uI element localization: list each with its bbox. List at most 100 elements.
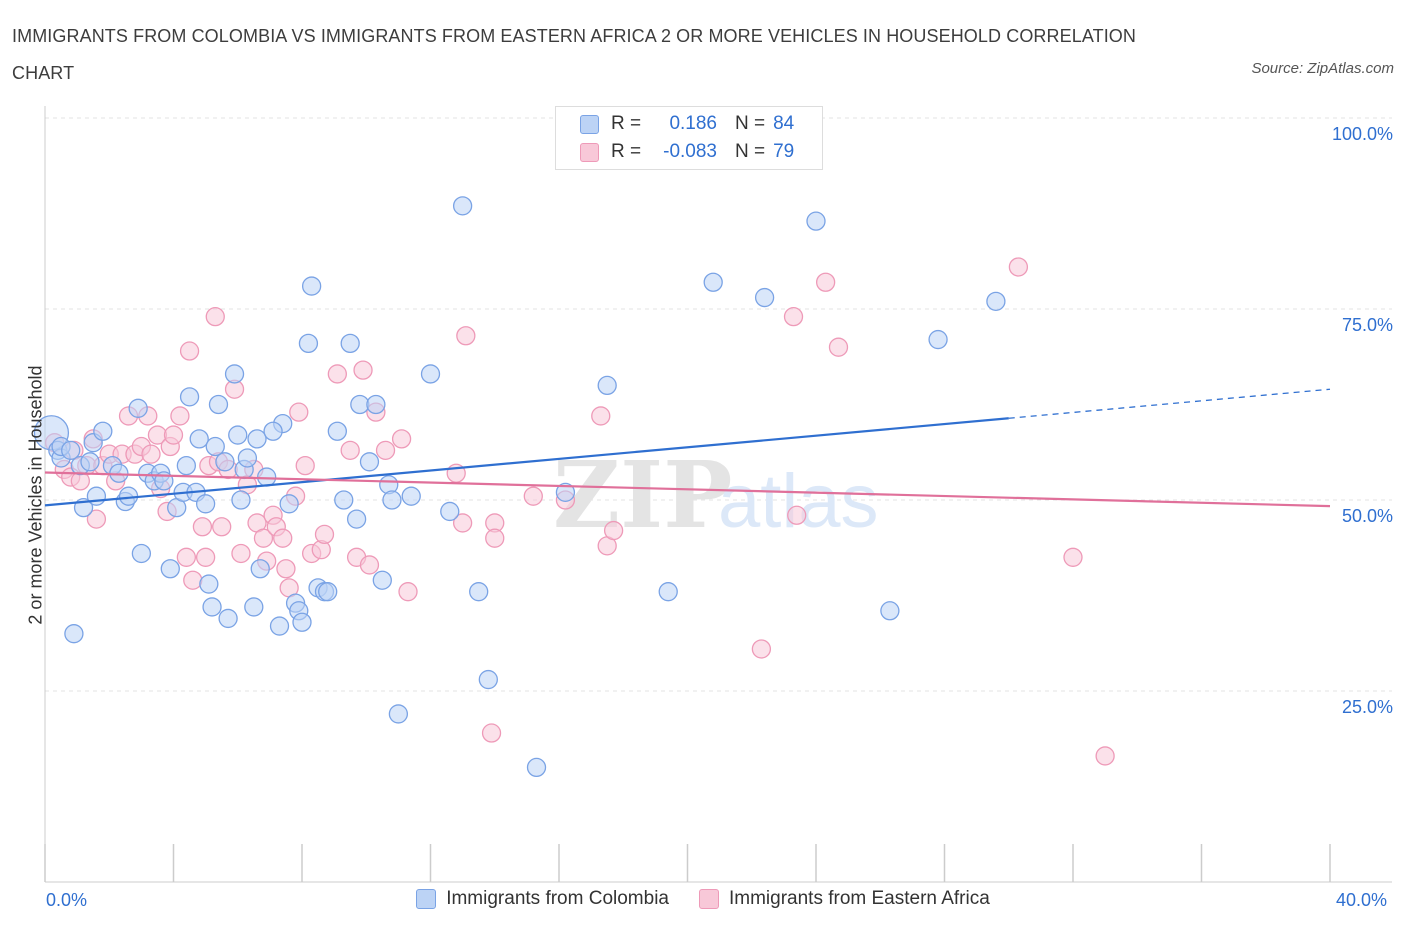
data-point [189,429,209,449]
chart-title: IMMIGRANTS FROM COLOMBIA VS IMMIGRANTS F… [12,26,1137,83]
y-axis-label: 2 or more Vehicles in Household [25,365,46,625]
data-point [751,639,772,659]
legend-label-colombia: Immigrants from Colombia [446,888,669,909]
data-point [224,364,245,384]
data-point [603,520,624,541]
data-point [555,482,576,503]
data-point [212,517,232,537]
data-point [279,494,299,514]
stats-swatch-pink [580,142,599,162]
data-point [340,333,360,354]
data-point [179,341,200,361]
data-point [269,616,290,636]
data-point [273,528,293,548]
data-point [244,597,264,617]
data-point [253,528,274,548]
data-point [526,757,547,778]
data-point [986,291,1006,312]
data-point [1063,547,1083,567]
data-point [469,582,489,602]
legend-item-eastern-africa[interactable]: Immigrants from Eastern Africa [698,888,990,910]
legend-item-colombia[interactable]: Immigrants from Colombia [416,888,669,910]
data-point [420,364,441,384]
data-point [195,547,216,567]
data-point [202,597,222,617]
data-point [289,402,309,422]
y-tick-label: 50.0% [1342,506,1393,526]
data-point [327,364,347,384]
data-point [208,394,229,415]
data-point [350,394,370,415]
n-label: N = [735,141,766,162]
data-point [195,494,216,514]
data-point [754,287,775,308]
data-point [815,272,836,292]
data-point [93,421,113,441]
chart-source: Source: ZipAtlas.com [1251,60,1394,77]
data-point [231,543,251,564]
legend-swatch-blue [416,889,437,909]
data-point [481,723,502,743]
data-point [456,326,476,346]
data-point [192,517,213,537]
data-point [86,486,107,506]
data-point [658,582,678,602]
data-point [346,509,367,529]
data-point [61,440,81,460]
data-point [391,429,412,449]
y-tick-label: 75.0% [1342,315,1393,335]
data-point [205,436,225,457]
data-point [199,574,219,594]
y-tick-label: 100.0% [1332,124,1393,144]
r-label: R = [611,113,642,134]
data-point [787,505,807,525]
data-point [353,360,373,380]
stats-row-pink: R = -0.083 N = 79 [580,139,794,165]
data-point [301,276,322,296]
x-tick-max: 40.0% [1336,890,1388,910]
data-point [452,196,473,216]
axes-layer [44,106,1392,883]
data-point [80,452,100,472]
r-value-pink: -0.083 [663,141,717,162]
stats-row-blue: R = 0.186 N = 84 [580,111,794,137]
data-point [783,306,804,327]
legend: Immigrants from Colombia Immigrants from… [0,888,1406,910]
data-point [388,704,409,724]
data-point [382,490,402,510]
n-label: N = [735,113,766,134]
data-point [163,425,184,445]
y-tick-labels: 100.0% 75.0% 50.0% 25.0% [1332,124,1393,717]
data-point [160,559,180,579]
data-point [478,669,498,690]
data-point [928,329,948,350]
r-value-blue: 0.186 [669,113,717,134]
data-point [440,501,460,522]
data-point [218,608,238,629]
data-point [86,509,107,529]
trend-line-colombia [44,417,1009,507]
stats-box: R = 0.186 N = 84 R = -0.083 N = 79 [555,106,823,170]
data-point [1095,746,1115,766]
data-point [375,440,396,460]
data-point [128,398,148,418]
trend-lines [44,388,1331,508]
data-point [250,559,270,579]
r-label: R = [611,141,642,162]
data-point [215,452,235,472]
data-point [523,486,543,506]
data-point [64,624,84,644]
data-point [880,601,900,621]
y-tick-label: 25.0% [1342,697,1393,717]
data-point [141,444,161,464]
n-value-blue: 84 [773,113,795,134]
data-point [231,490,251,510]
data-point [170,406,190,426]
data-point [318,582,338,602]
data-point [334,490,354,510]
legend-label-eastern-africa: Immigrants from Eastern Africa [728,888,990,909]
data-point [237,448,258,468]
data-point [179,387,200,407]
data-point [398,582,418,602]
